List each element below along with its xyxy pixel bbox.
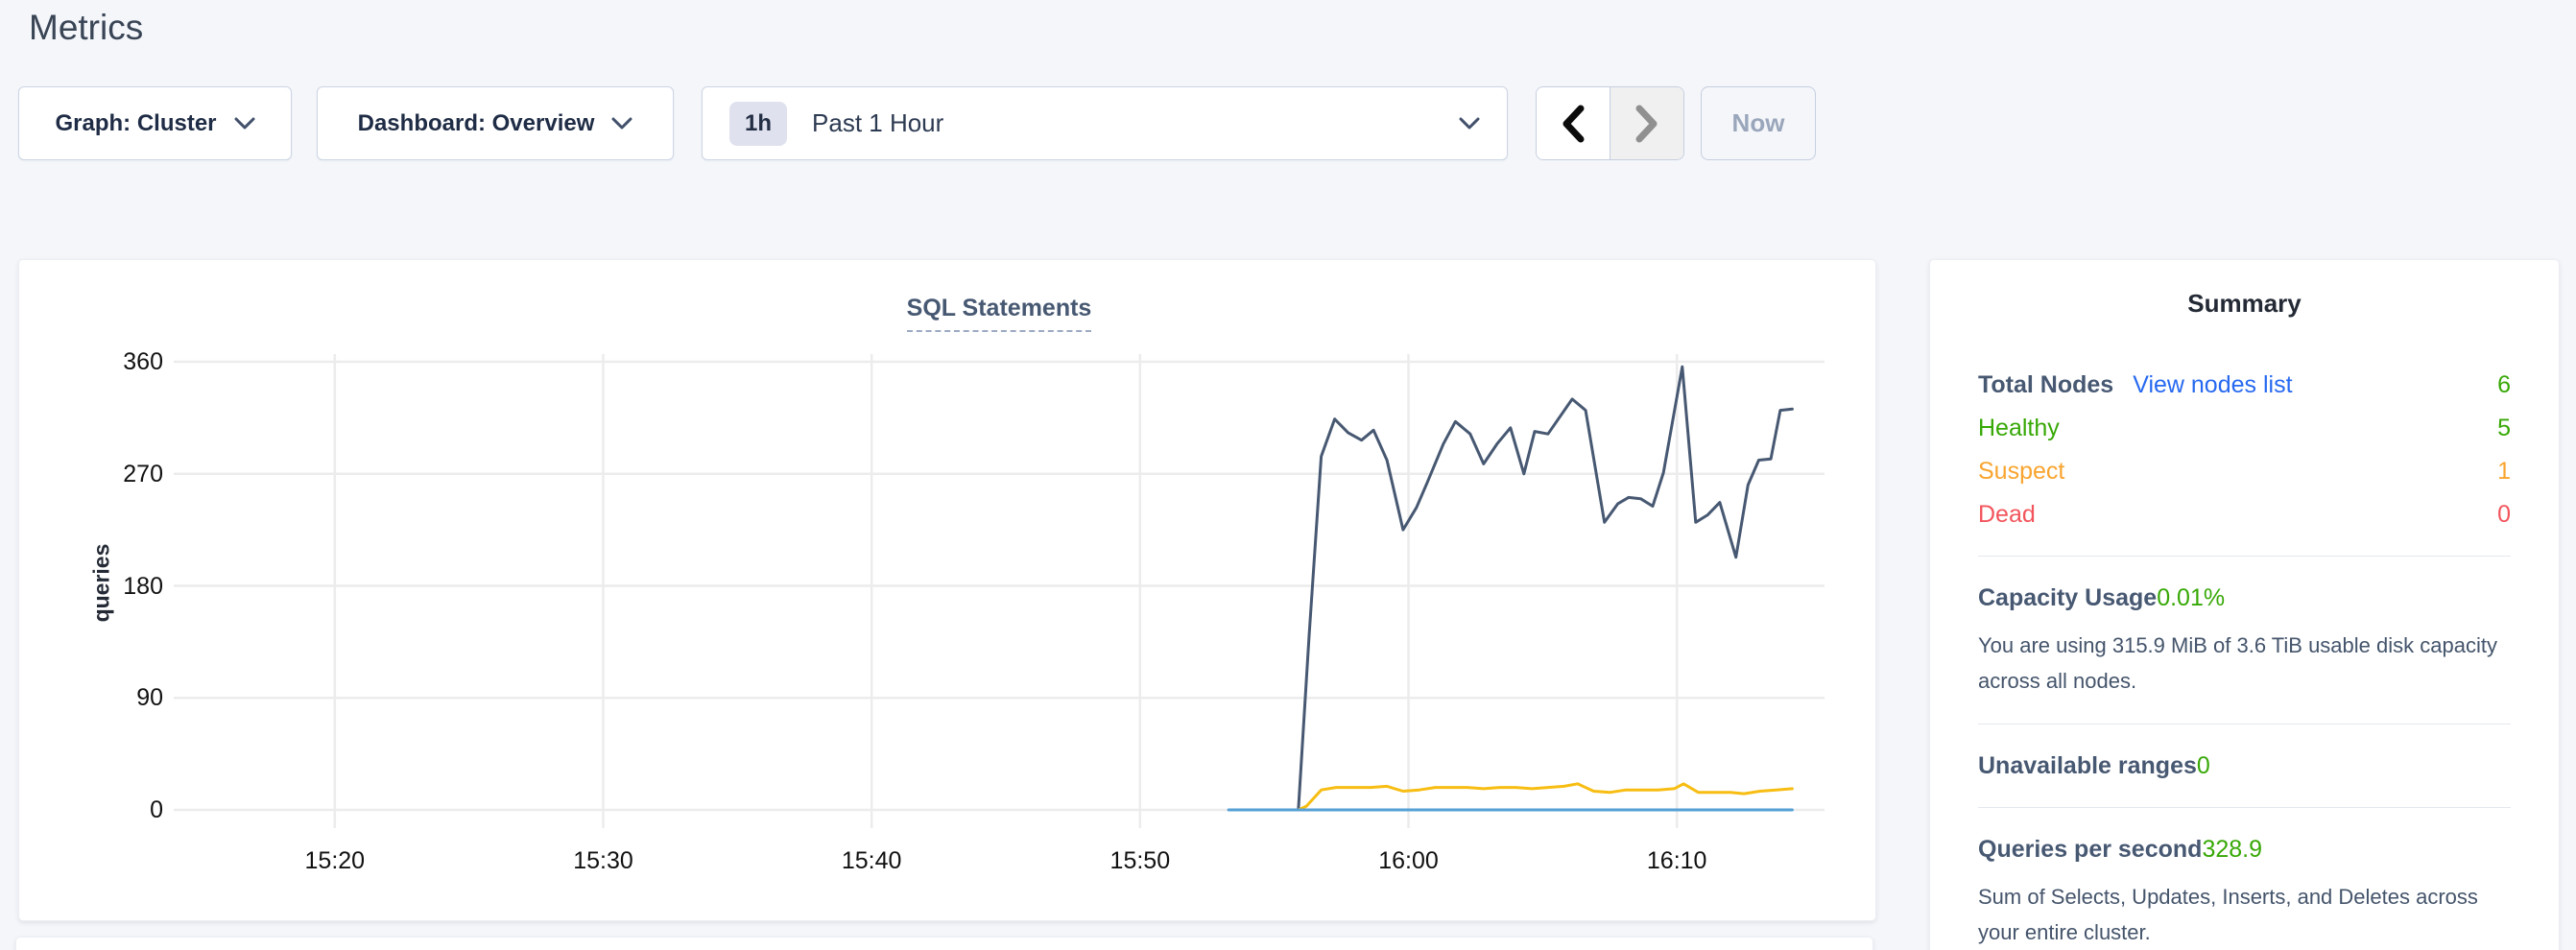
capacity-usage-section: Capacity Usage 0.01% You are using 315.9… <box>1978 557 2511 699</box>
healthy-label: Healthy <box>1978 415 2060 441</box>
time-range-badge: 1h <box>729 101 788 146</box>
x-tick-label: 15:30 <box>573 847 633 874</box>
time-window-arrows <box>1536 86 1684 160</box>
y-tick-label: 270 <box>123 460 163 487</box>
sql-statements-chart-card: SQL Statements queries 0 90 180 270 360 15:20… <box>18 259 1876 921</box>
time-range-picker[interactable]: 1h Past 1 Hour <box>702 86 1508 160</box>
series-yellow <box>1297 782 1794 812</box>
x-tick-label: 16:00 <box>1378 847 1439 874</box>
healthy-value: 5 <box>2497 415 2511 441</box>
divider <box>1978 556 2511 557</box>
y-tick-label: 180 <box>123 572 163 600</box>
time-next-button[interactable] <box>1610 87 1683 159</box>
line-chart <box>174 354 1825 828</box>
dead-value: 0 <box>2497 501 2511 528</box>
total-nodes-value: 6 <box>2497 371 2511 398</box>
capacity-usage-value: 0.01% <box>2157 584 2226 611</box>
chevron-right-icon <box>1635 105 1658 142</box>
time-range-label: Past 1 Hour <box>812 108 944 137</box>
divider <box>1978 807 2511 808</box>
chevron-down-icon <box>1459 117 1480 129</box>
series-dark-blue <box>1297 365 1794 812</box>
time-prev-button[interactable] <box>1537 87 1610 159</box>
x-tick-label: 15:40 <box>841 847 902 874</box>
unavailable-ranges-label: Unavailable ranges <box>1978 752 2197 779</box>
unavailable-ranges-section: Unavailable ranges 0 <box>1978 724 2511 782</box>
x-tick-label: 15:50 <box>1109 847 1171 874</box>
now-button[interactable]: Now <box>1701 86 1816 160</box>
dashboard-dropdown[interactable]: Dashboard: Overview <box>317 86 674 160</box>
queries-per-second-label: Queries per second <box>1978 836 2203 863</box>
chevron-left-icon <box>1562 105 1585 142</box>
dead-nodes-row: Dead 0 <box>1978 498 2511 531</box>
capacity-usage-description: You are using 315.9 MiB of 3.6 TiB usabl… <box>1978 633 2497 693</box>
capacity-usage-label: Capacity Usage <box>1978 584 2158 611</box>
summary-title: Summary <box>2187 289 2302 318</box>
page-title: Metrics <box>29 8 144 47</box>
healthy-nodes-row: Healthy 5 <box>1978 412 2511 444</box>
total-nodes-label: Total Nodes <box>1978 371 2114 398</box>
unavailable-ranges-value: 0 <box>2196 752 2210 779</box>
dashboard-dropdown-label: Dashboard: Overview <box>357 109 595 136</box>
y-tick-label: 90 <box>136 684 163 712</box>
graph-dropdown[interactable]: Graph: Cluster <box>18 86 292 160</box>
chart-title[interactable]: SQL Statements <box>906 295 1092 332</box>
chart-title-wrap: SQL Statements <box>174 295 1825 332</box>
chevron-down-icon <box>234 117 255 129</box>
y-tick-label: 0 <box>150 796 163 823</box>
total-nodes-row: Total Nodes View nodes list 6 <box>1978 368 2511 401</box>
suspect-value: 1 <box>2497 458 2511 485</box>
suspect-nodes-row: Suspect 1 <box>1978 455 2511 487</box>
next-chart-card-partial <box>15 937 1873 950</box>
queries-per-second-value: 328.9 <box>2202 836 2262 863</box>
y-tick-label: 360 <box>123 348 163 375</box>
x-tick-label: 16:10 <box>1646 847 1707 874</box>
queries-per-second-description: Sum of Selects, Updates, Inserts, and De… <box>1978 885 2478 944</box>
summary-panel: Summary Total Nodes View nodes list 6 He… <box>1929 259 2560 950</box>
x-tick-label: 15:20 <box>304 847 366 874</box>
queries-per-second-section: Queries per second 328.9 Sum of Selects,… <box>1978 808 2511 950</box>
dead-label: Dead <box>1978 501 2036 528</box>
suspect-label: Suspect <box>1978 458 2065 485</box>
chevron-down-icon <box>611 117 632 129</box>
graph-dropdown-label: Graph: Cluster <box>55 109 217 136</box>
view-nodes-list-link[interactable]: View nodes list <box>2133 371 2293 398</box>
